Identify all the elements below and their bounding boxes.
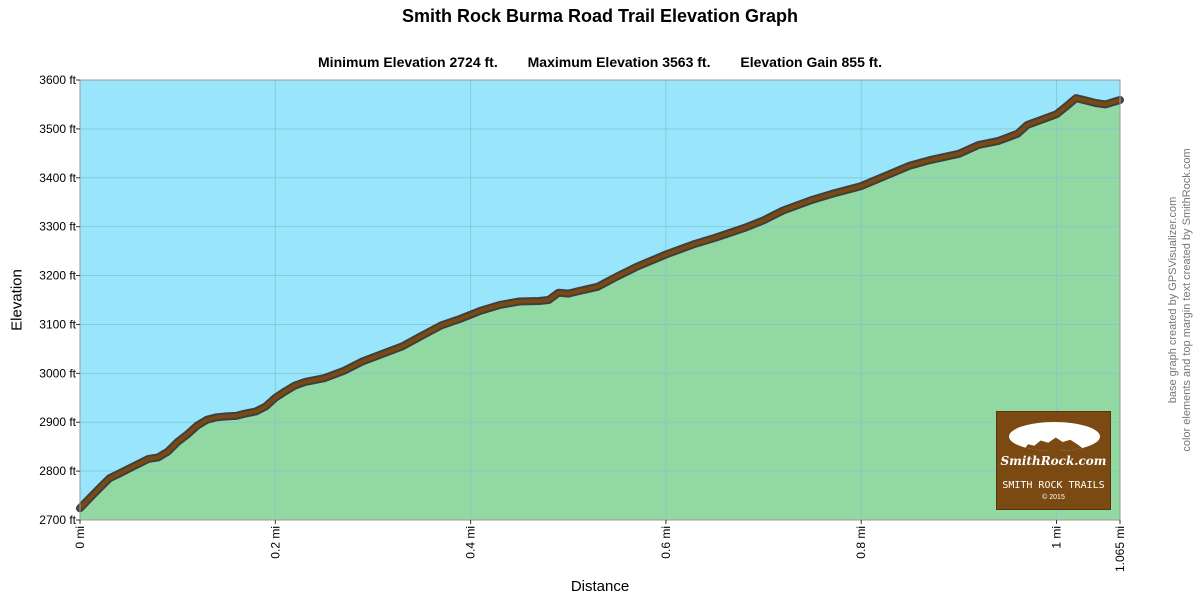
logo-name: SmithRock.com [1000, 454, 1107, 468]
y-axis-label: Elevation [8, 269, 26, 331]
rock-silhouette-icon [1009, 422, 1100, 451]
x-tick-label: 0.8 mi [854, 526, 868, 559]
y-tick-label: 3400 ft [39, 171, 76, 185]
elevation-stats: Minimum Elevation 2724 ft. Maximum Eleva… [0, 54, 1200, 70]
x-tick-label: 1 mi [1050, 526, 1064, 549]
elevation-line [78, 96, 1122, 511]
max-elevation: Maximum Elevation 3563 ft. [527, 54, 711, 70]
plot-frame [79, 79, 1121, 521]
y-tick-label: 2900 ft [39, 415, 76, 429]
x-tick-label: 1.065 mi [1113, 526, 1127, 572]
y-tick-label: 3200 ft [39, 269, 76, 283]
min-elevation: Minimum Elevation 2724 ft. [318, 54, 498, 70]
x-tick-label: 0.2 mi [268, 526, 282, 559]
x-tick-label: 0.6 mi [659, 526, 673, 559]
x-tick-label: 0 mi [73, 526, 87, 549]
elevation-gain: Elevation Gain 855 ft. [740, 54, 882, 70]
x-axis-label: Distance [570, 578, 630, 595]
y-tick-label: 3100 ft [39, 317, 76, 331]
logo-subtitle: SMITH ROCK TRAILS [1002, 480, 1105, 491]
logo-copyright: © 2015 [1042, 494, 1065, 501]
y-tick-label: 2800 ft [39, 464, 76, 478]
credit-smithrock: color elements and top margin text creat… [1181, 148, 1193, 452]
axes: 2700 ft 2800 ft 2900 ft 3000 ft 3100 ft 3200 … [39, 73, 1127, 572]
chart-title: Smith Rock Burma Road Trail Elevation Gr… [401, 6, 799, 26]
elevation-area [80, 98, 1120, 520]
smithrock-logo: SmithRock.com SMITH ROCK TRAILS © 2015 [996, 411, 1111, 510]
credit-gpsvisualizer: base graph created by GPSVisualizer.com [1167, 196, 1179, 404]
x-tick-label: 0.4 mi [464, 526, 478, 559]
y-tick-label: 3000 ft [39, 366, 76, 380]
y-tick-label: 3500 ft [39, 122, 76, 136]
y-tick-label: 2700 ft [39, 513, 76, 527]
y-tick-label: 3600 ft [39, 73, 76, 87]
y-tick-label: 3300 ft [39, 220, 76, 234]
